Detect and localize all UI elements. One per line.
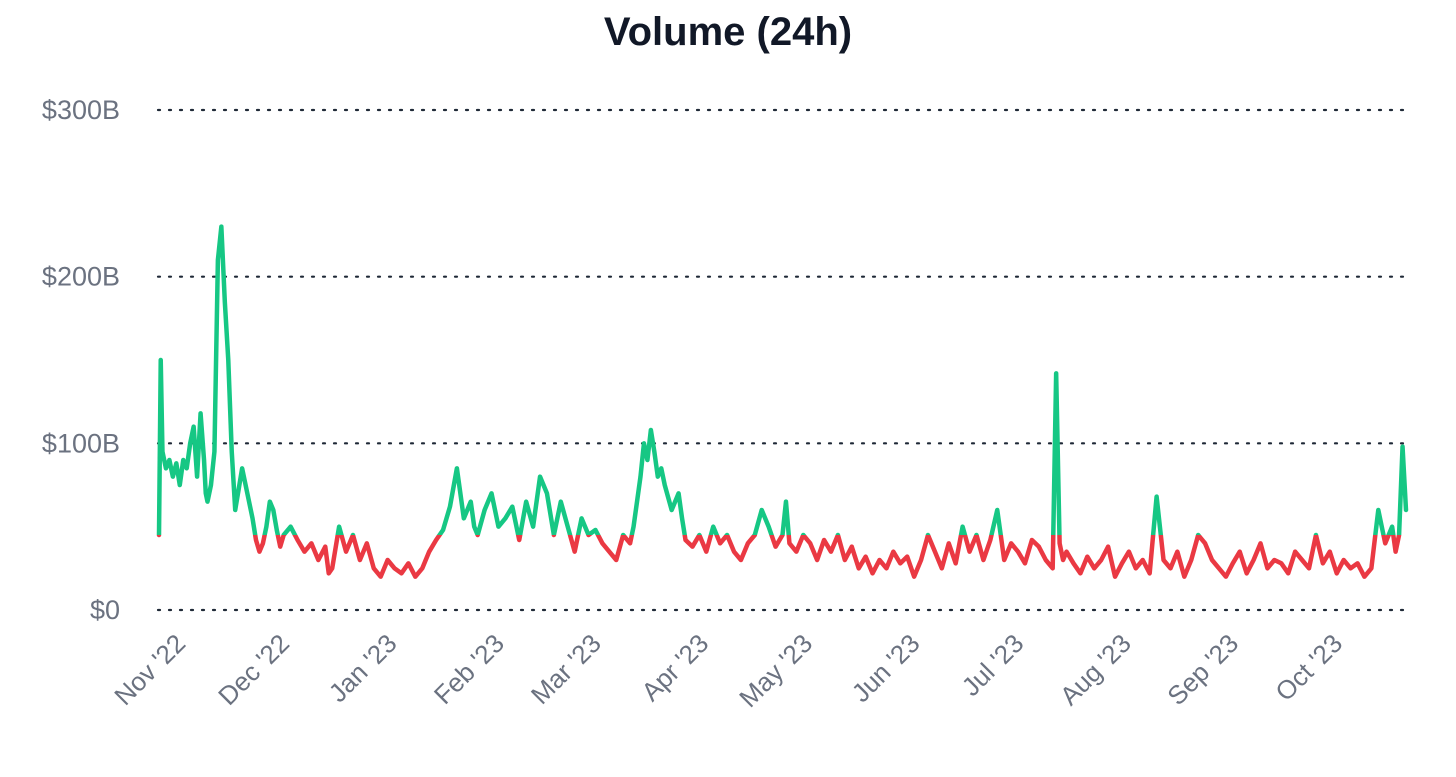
gridlines: [156, 108, 1412, 612]
x-axis-ticks: Nov '22 Dec '22 Jan '23 Feb '23 Mar '23 Apr '…: [108, 628, 1348, 713]
x-tick-label: Dec '22: [212, 628, 295, 711]
x-tick-label: May '23: [733, 628, 818, 713]
series-line-above-baseline: [156, 224, 1409, 535]
chart-title: Volume (24h): [603, 10, 853, 54]
x-tick-label: Aug '23: [1054, 628, 1137, 711]
y-tick-label: $300B: [42, 95, 120, 125]
x-tick-label: Jan '23: [323, 628, 403, 708]
y-axis-ticks: $0 $100B $200B $300B: [42, 95, 120, 625]
series-group: [156, 224, 1409, 579]
y-tick-label: $0: [90, 595, 120, 625]
y-tick-label: $100B: [42, 428, 120, 458]
x-tick-label: Nov '22: [108, 628, 191, 711]
x-tick-label: Sep '23: [1161, 628, 1244, 711]
x-tick-label: Jun '23: [846, 628, 926, 708]
series-line-below-baseline: [156, 535, 1402, 579]
x-tick-label: Oct '23: [1269, 628, 1348, 707]
y-tick-label: $200B: [42, 262, 120, 292]
x-tick-label: Feb '23: [428, 628, 510, 710]
x-tick-label: Jul '23: [956, 628, 1030, 702]
x-tick-label: Mar '23: [525, 628, 607, 710]
x-tick-label: Apr '23: [635, 628, 714, 707]
